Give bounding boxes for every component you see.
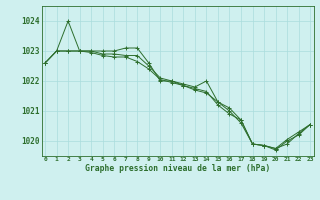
X-axis label: Graphe pression niveau de la mer (hPa): Graphe pression niveau de la mer (hPa) xyxy=(85,164,270,173)
